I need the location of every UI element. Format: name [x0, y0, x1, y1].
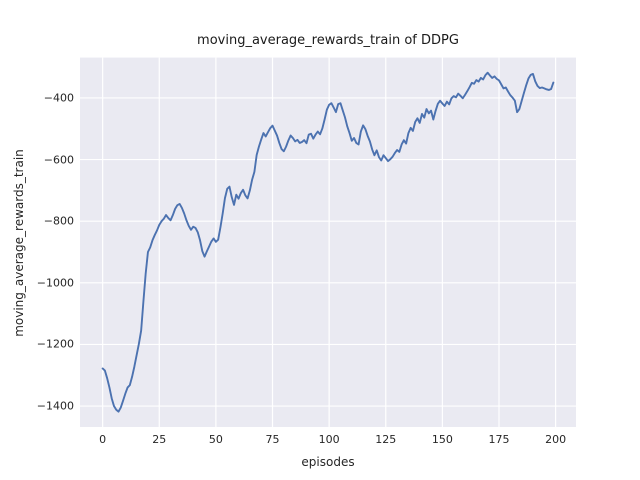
- x-axis-label: episodes: [301, 455, 355, 469]
- x-tick-label: 150: [431, 433, 453, 446]
- x-tick-label: 0: [99, 433, 107, 446]
- plot-background: [80, 57, 576, 427]
- reward-line: [101, 71, 555, 413]
- x-tick-label: 50: [208, 433, 223, 446]
- y-tick-label: −1200: [36, 337, 74, 351]
- chart-title: moving_average_rewards_train of DDPG: [197, 33, 459, 48]
- y-tick-label: −1000: [36, 276, 74, 290]
- y-tick-label: −600: [43, 153, 74, 167]
- x-tick-label: 25: [152, 433, 167, 446]
- x-tick-label: 200: [545, 433, 567, 446]
- x-tick-label: 100: [318, 433, 340, 446]
- x-tick-label: 75: [265, 433, 280, 446]
- y-tick-label: −400: [43, 91, 74, 105]
- y-axis-label: moving_average_rewards_train: [12, 149, 26, 337]
- x-tick-label: 125: [375, 433, 397, 446]
- y-tick-label: −1400: [36, 399, 74, 413]
- x-tick-label: 175: [488, 433, 510, 446]
- y-tick-label: −800: [43, 214, 74, 228]
